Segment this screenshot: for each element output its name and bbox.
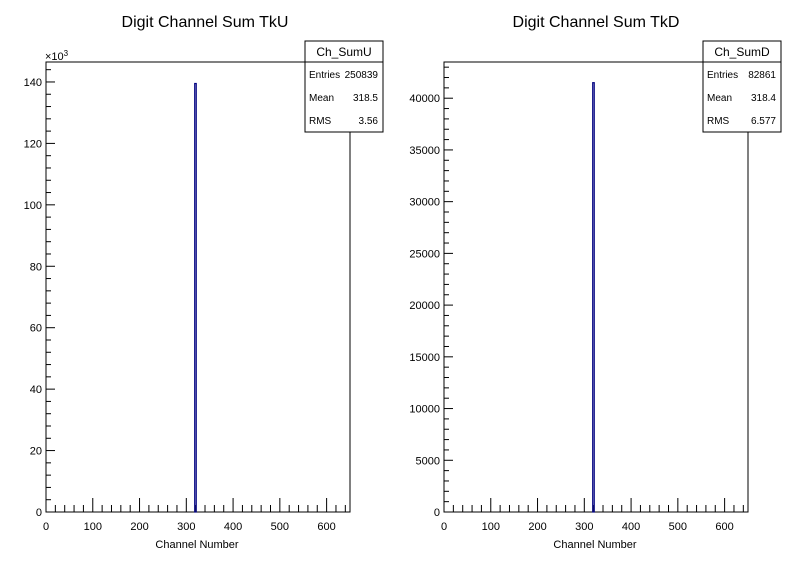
x-tick-label: 100	[482, 521, 500, 533]
x-tick-label: 500	[669, 521, 687, 533]
x-tick-label: 600	[317, 521, 335, 533]
axis-ticks-right: 0 100 200 300 400 500 600 0 5000 10000 15000 20000 2…	[409, 66, 744, 533]
stats-value-entries-right: 82861	[748, 70, 776, 81]
x-tick-label: 0	[441, 521, 447, 533]
y-tick-label: 10000	[409, 404, 440, 416]
x-tick-label: 400	[224, 521, 242, 533]
stats-box-left: Ch_SumU Entries 250839 Mean 318.5 RMS 3.…	[304, 40, 384, 133]
x-tick-label: 200	[130, 521, 148, 533]
stats-title-left: Ch_SumU	[316, 45, 371, 59]
histogram-bin	[194, 82, 197, 513]
stats-value-mean-left: 318.5	[353, 93, 378, 104]
stats-value-rms-right: 6.577	[751, 116, 776, 127]
y-tick-label: 20000	[409, 300, 440, 312]
plot-frame-right	[443, 61, 749, 513]
stats-label-mean-right: Mean	[707, 93, 732, 104]
chart-title-left: Digit Channel Sum TkU	[122, 14, 289, 31]
stats-value-rms-left: 3.56	[359, 116, 379, 127]
axis-ticks-left: 0 100 200 300 400 500 600 0 20 40 60 80 100 120 140	[24, 69, 346, 533]
histogram-bin	[592, 82, 595, 513]
x-tick-label: 500	[271, 521, 289, 533]
y-tick-label: 60	[30, 323, 42, 335]
y-tick-label: 5000	[416, 455, 440, 467]
y-tick-label: 20	[30, 446, 42, 458]
x-axis-title-right: Channel Number	[553, 539, 636, 551]
y-tick-label: 40000	[409, 93, 440, 105]
x-tick-label: 300	[177, 521, 195, 533]
pad-right: Digit Channel Sum TkD 0 100 200 300 400 500 60…	[409, 14, 782, 551]
stats-value-mean-right: 318.4	[751, 93, 776, 104]
plot-frame-left	[45, 61, 351, 513]
stats-label-rms-right: RMS	[707, 116, 730, 127]
stats-label-mean-left: Mean	[309, 93, 334, 104]
y-tick-label: 0	[434, 507, 440, 519]
histogram-bars-left	[194, 82, 197, 513]
stats-title-right: Ch_SumD	[714, 45, 770, 59]
x-tick-label: 200	[528, 521, 546, 533]
x-tick-label: 400	[622, 521, 640, 533]
pad-left: Digit Channel Sum TkU 0 100 200 300 400 500 60…	[24, 14, 384, 551]
x-tick-label: 300	[575, 521, 593, 533]
chart-title-right: Digit Channel Sum TkD	[513, 14, 680, 31]
y-tick-label: 40	[30, 384, 42, 396]
stats-box-right: Ch_SumD Entries 82861 Mean 318.4 RMS 6.5…	[702, 40, 782, 133]
y-tick-label: 80	[30, 261, 42, 273]
stats-label-entries-right: Entries	[707, 70, 738, 81]
y-tick-label: 140	[24, 77, 42, 89]
y-tick-label: 0	[36, 507, 42, 519]
y-tick-label: 25000	[409, 248, 440, 260]
x-tick-label: 100	[84, 521, 102, 533]
y-tick-label: 15000	[409, 352, 440, 364]
stats-label-rms-left: RMS	[309, 116, 332, 127]
x-tick-label: 600	[715, 521, 733, 533]
histogram-bars-right	[592, 82, 595, 513]
stats-label-entries-left: Entries	[309, 70, 340, 81]
y-tick-label: 35000	[409, 145, 440, 157]
x-tick-label: 0	[43, 521, 49, 533]
stats-value-entries-left: 250839	[345, 70, 379, 81]
y-tick-label: 100	[24, 200, 42, 212]
y-tick-label: 120	[24, 138, 42, 150]
y-tick-label: 30000	[409, 197, 440, 209]
x-axis-title-left: Channel Number	[155, 539, 238, 551]
y-multiplier-left: ×103	[45, 49, 69, 63]
